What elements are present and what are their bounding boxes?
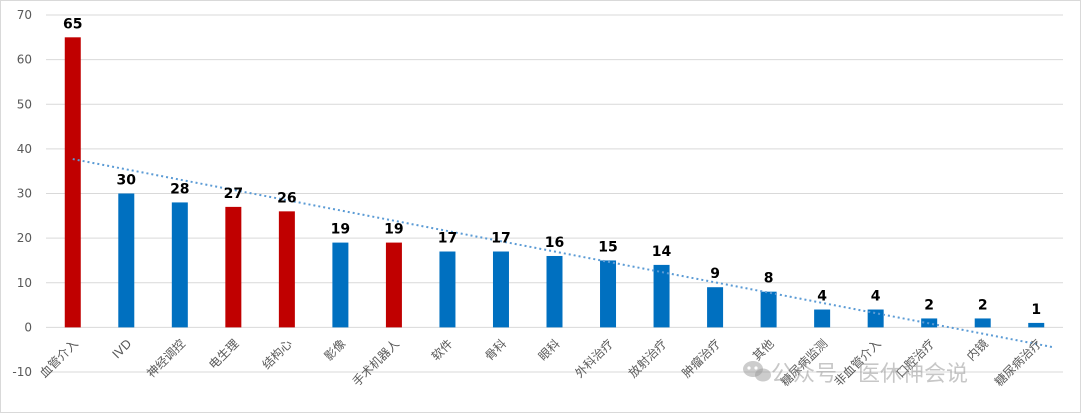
bar bbox=[439, 251, 456, 328]
data-labels: 65 30 28 27 26 19 19 17 17 16 15 14 9 8 4 4 2 2 1 bbox=[63, 16, 1041, 318]
data-label: 26 bbox=[277, 190, 296, 206]
data-label: 2 bbox=[924, 297, 934, 313]
bar bbox=[653, 264, 670, 328]
bar bbox=[118, 193, 135, 328]
bar bbox=[385, 242, 402, 328]
bar bbox=[225, 206, 242, 328]
y-tick-label: 0 bbox=[24, 320, 32, 334]
data-label: 17 bbox=[438, 231, 457, 247]
trendline bbox=[72, 158, 1053, 349]
category-label: 电生理 bbox=[206, 337, 241, 372]
y-tick-label: 30 bbox=[17, 187, 32, 201]
y-tick-label: 20 bbox=[17, 231, 32, 245]
data-label: 30 bbox=[117, 173, 137, 189]
wechat-icon bbox=[743, 361, 771, 382]
category-label: 肿瘤治疗 bbox=[679, 336, 724, 381]
category-label: 眼科 bbox=[536, 337, 563, 364]
bar bbox=[171, 202, 188, 328]
data-label: 28 bbox=[170, 181, 189, 197]
y-tick-label: -10 bbox=[12, 365, 32, 379]
category-label: IVD bbox=[110, 337, 135, 362]
bar bbox=[546, 255, 563, 328]
y-tick-label: 50 bbox=[17, 97, 32, 111]
bars bbox=[64, 37, 1045, 328]
category-label: 软件 bbox=[429, 337, 456, 364]
data-label: 17 bbox=[491, 231, 510, 247]
data-label: 15 bbox=[598, 239, 617, 255]
data-label: 1 bbox=[1031, 302, 1041, 318]
data-label: 4 bbox=[817, 289, 827, 305]
data-label: 16 bbox=[545, 235, 564, 251]
bar bbox=[974, 318, 991, 328]
y-axis-ticks: -10 0 10 20 30 40 50 60 70 bbox=[12, 8, 32, 379]
category-label: 神经调控 bbox=[144, 337, 188, 381]
category-label: 外科治疗 bbox=[572, 337, 616, 381]
data-label: 65 bbox=[63, 16, 82, 32]
y-tick-label: 40 bbox=[17, 142, 32, 156]
trendline-path bbox=[72, 158, 1053, 349]
data-label: 19 bbox=[331, 222, 350, 238]
category-label: 影像 bbox=[322, 337, 349, 364]
bar bbox=[64, 37, 81, 328]
data-label: 9 bbox=[710, 266, 720, 282]
data-label: 19 bbox=[384, 222, 403, 238]
category-label: 糖尿病治疗 bbox=[991, 336, 1044, 389]
category-label: 血管介入 bbox=[36, 336, 81, 381]
y-tick-label: 10 bbox=[17, 276, 32, 290]
gridlines bbox=[46, 14, 1063, 373]
y-tick-label: 60 bbox=[17, 53, 32, 67]
bar bbox=[814, 309, 831, 328]
watermark-text: 公众号 · 医休神会说 bbox=[771, 362, 968, 387]
data-label: 2 bbox=[978, 297, 988, 313]
bar bbox=[278, 211, 295, 328]
y-tick-label: 70 bbox=[17, 8, 32, 22]
category-label: 内镜 bbox=[963, 336, 991, 364]
category-label: 结构心 bbox=[259, 336, 295, 372]
data-label: 14 bbox=[652, 244, 672, 260]
bar bbox=[760, 291, 777, 328]
bar bbox=[332, 242, 349, 328]
category-label: 骨科 bbox=[482, 337, 509, 364]
bar bbox=[492, 251, 509, 328]
bar bbox=[707, 287, 724, 328]
data-label: 8 bbox=[764, 271, 774, 287]
category-label: 手术机器人 bbox=[350, 337, 402, 389]
data-label: 27 bbox=[224, 186, 243, 202]
category-label: 其他 bbox=[750, 337, 777, 364]
data-label: 4 bbox=[871, 289, 881, 305]
watermark: 公众号 · 医休神会说 bbox=[743, 361, 968, 387]
category-label: 放射治疗 bbox=[625, 336, 670, 381]
bar bbox=[1028, 322, 1045, 328]
bar bbox=[600, 260, 617, 328]
